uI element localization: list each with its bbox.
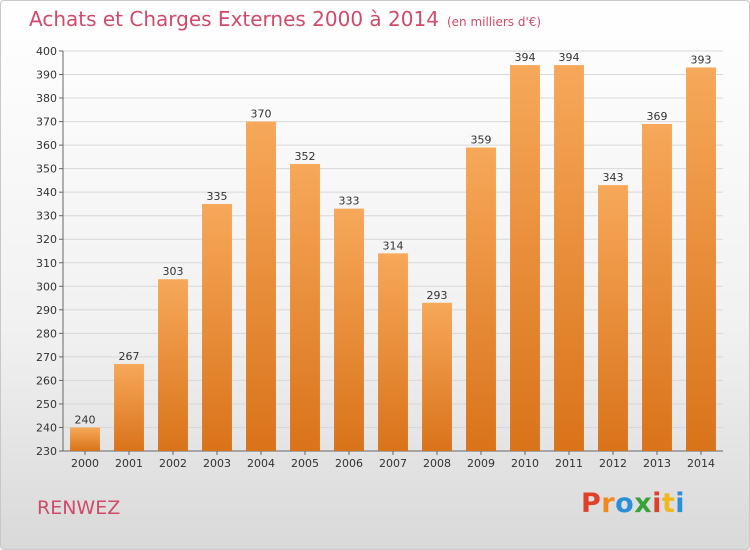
x-tick-label: 2011 xyxy=(555,457,583,470)
x-tick-label: 2010 xyxy=(511,457,539,470)
value-label: 267 xyxy=(119,350,140,363)
value-label: 359 xyxy=(471,133,492,146)
chart-title-text: Achats et Charges Externes 2000 à 2014 xyxy=(29,7,439,31)
value-label: 394 xyxy=(559,51,580,64)
x-tick-label: 2012 xyxy=(599,457,627,470)
bar-2006 xyxy=(334,208,364,451)
x-tick-label: 2004 xyxy=(247,457,275,470)
y-tick-label: 360 xyxy=(36,139,57,152)
bar-2008 xyxy=(422,302,452,451)
y-tick-label: 290 xyxy=(36,304,57,317)
x-tick-label: 2007 xyxy=(379,457,407,470)
x-tick-label: 2000 xyxy=(71,457,99,470)
value-label: 303 xyxy=(163,265,184,278)
y-tick-label: 280 xyxy=(36,327,57,340)
value-label: 314 xyxy=(383,239,404,252)
proxiti-logo: Proxiti xyxy=(581,488,685,519)
bar-2002 xyxy=(158,279,188,451)
x-tick-label: 2013 xyxy=(643,457,671,470)
value-label: 333 xyxy=(339,195,360,208)
value-label: 335 xyxy=(207,190,228,203)
value-label: 240 xyxy=(75,413,96,426)
y-tick-label: 350 xyxy=(36,163,57,176)
bar-2005 xyxy=(290,163,320,452)
x-tick-label: 2009 xyxy=(467,457,495,470)
y-tick-label: 260 xyxy=(36,374,57,387)
bar-2004 xyxy=(246,121,276,452)
value-label: 352 xyxy=(295,150,316,163)
y-tick-label: 240 xyxy=(36,421,57,434)
bar-2001 xyxy=(114,363,144,451)
logo-letter: P xyxy=(581,488,602,519)
value-label: 343 xyxy=(603,171,624,184)
y-tick-label: 340 xyxy=(36,186,57,199)
bar-2003 xyxy=(202,203,232,451)
y-tick-label: 310 xyxy=(36,257,57,270)
y-tick-label: 300 xyxy=(36,280,57,293)
bar-2012 xyxy=(598,185,628,451)
bar-2014 xyxy=(686,67,716,452)
x-tick-label: 2002 xyxy=(159,457,187,470)
x-tick-label: 2006 xyxy=(335,457,363,470)
value-label: 369 xyxy=(647,110,668,123)
x-tick-label: 2005 xyxy=(291,457,319,470)
chart-title: Achats et Charges Externes 2000 à 2014 (e… xyxy=(29,7,541,31)
y-tick-label: 400 xyxy=(36,45,57,58)
x-tick-label: 2001 xyxy=(115,457,143,470)
logo-letter: x xyxy=(634,488,653,519)
x-tick-label: 2014 xyxy=(687,457,715,470)
logo-letter: i xyxy=(652,488,662,519)
logo-letter: t xyxy=(661,488,676,519)
x-tick-label: 2003 xyxy=(203,457,231,470)
y-tick-label: 380 xyxy=(36,92,57,105)
y-tick-label: 330 xyxy=(36,210,57,223)
bar-2013 xyxy=(642,123,672,452)
value-label: 394 xyxy=(515,51,536,64)
y-tick-label: 230 xyxy=(36,445,57,458)
bar-2007 xyxy=(378,253,408,451)
y-tick-label: 320 xyxy=(36,233,57,246)
x-tick-label: 2008 xyxy=(423,457,451,470)
bar-2009 xyxy=(466,147,496,451)
value-label: 370 xyxy=(251,108,272,121)
chart-subtitle: (en milliers d'€) xyxy=(446,15,542,29)
commune-name: RENWEZ xyxy=(37,497,121,519)
logo-letter: r xyxy=(601,488,616,519)
bar-2000 xyxy=(70,427,100,451)
y-tick-label: 270 xyxy=(36,351,57,364)
logo-letter: o xyxy=(615,488,635,519)
bar-2010 xyxy=(510,65,540,451)
y-tick-label: 250 xyxy=(36,398,57,411)
y-tick-label: 390 xyxy=(36,69,57,82)
bars xyxy=(70,65,716,452)
logo-letter: i xyxy=(675,488,686,519)
x-tick-labels: 2000 2001 2002 2003 2004 2005 2006 2007 2008 2009… xyxy=(71,451,715,470)
value-labels: 240 267 303 335 370 352 333 314 293 359 394 394 343 3… xyxy=(75,51,712,426)
y-tick-labels: 230 240 250 260 270 280 290 300 310 320 330 340 350 3… xyxy=(36,45,57,458)
y-tick-label: 370 xyxy=(36,116,57,129)
value-label: 293 xyxy=(427,289,448,302)
value-label: 393 xyxy=(691,53,712,66)
bar-2011 xyxy=(554,65,584,451)
